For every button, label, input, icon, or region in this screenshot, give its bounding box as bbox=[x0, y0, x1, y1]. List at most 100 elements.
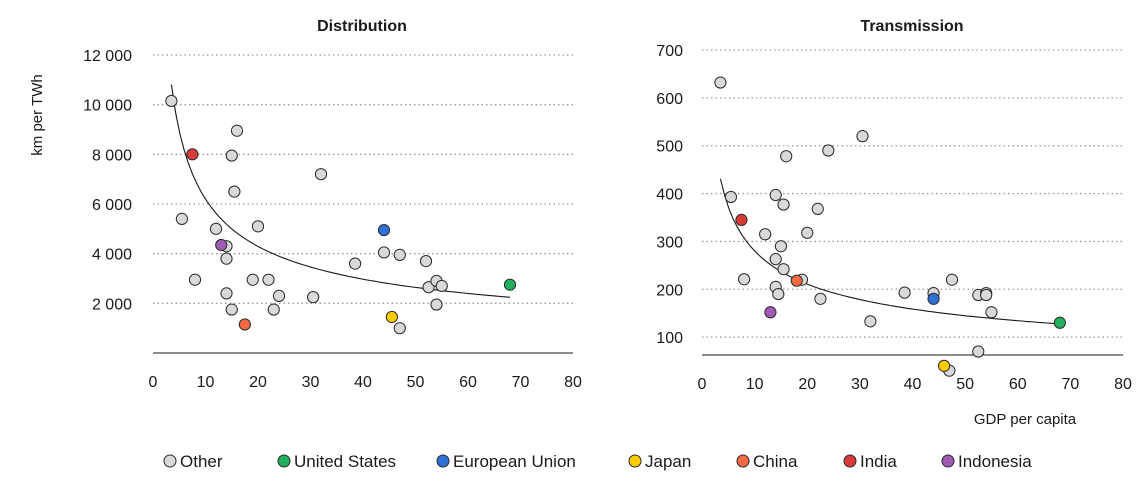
transmission-x-tick-label: 60 bbox=[1009, 376, 1027, 393]
transmission-point-other bbox=[769, 188, 782, 202]
legend-marker-japan bbox=[628, 454, 642, 468]
transmission-point-other bbox=[801, 226, 814, 239]
distribution-y-tick-label: 4 000 bbox=[92, 247, 132, 264]
transmission-x-axis-label: GDP per capita bbox=[974, 411, 1077, 428]
legend-label-india: India bbox=[860, 452, 897, 471]
transmission-point-japan bbox=[937, 359, 951, 372]
transmission-point-india bbox=[735, 213, 748, 226]
distribution-point-other bbox=[435, 279, 448, 293]
transmission-point-united-states bbox=[1053, 316, 1066, 329]
legend-label-united-states: United States bbox=[294, 452, 396, 471]
transmission-y-tick-label: 300 bbox=[656, 234, 683, 251]
transmission-title: Transmission bbox=[860, 18, 963, 35]
transmission-point-other bbox=[822, 144, 835, 157]
distribution-point-other bbox=[220, 287, 233, 300]
transmission-y-tick-label: 600 bbox=[656, 91, 683, 108]
legend-marker-china bbox=[736, 454, 750, 468]
transmission-x-tick-label: 70 bbox=[1061, 376, 1079, 393]
distribution-point-japan bbox=[385, 310, 398, 324]
distribution-x-tick-label: 50 bbox=[407, 374, 425, 391]
distribution-point-other bbox=[393, 322, 406, 335]
transmission-y-tick-label: 100 bbox=[656, 330, 683, 347]
distribution-point-other bbox=[246, 273, 259, 286]
transmission-point-other bbox=[738, 273, 751, 286]
legend-marker-indonesia bbox=[941, 454, 955, 468]
transmission-x-tick-label: 80 bbox=[1114, 376, 1132, 393]
distribution-title: Distribution bbox=[317, 18, 407, 35]
transmission-point-indonesia bbox=[764, 306, 777, 319]
transmission-x-tick-label: 10 bbox=[746, 376, 764, 393]
transmission-point-other bbox=[945, 273, 959, 286]
distribution-panel: Distribution km per TWh 2 000 4 000 6 000 8… bbox=[29, 18, 582, 391]
distribution-point-other bbox=[251, 220, 265, 233]
distribution-point-other bbox=[419, 255, 433, 268]
distribution-x-tick-label: 20 bbox=[249, 374, 267, 391]
transmission-point-other bbox=[769, 253, 782, 266]
distribution-y-axis-label: km per TWh bbox=[29, 74, 46, 155]
distribution-point-other bbox=[272, 289, 286, 302]
distribution-point-european-union bbox=[377, 223, 391, 237]
transmission-point-other bbox=[864, 315, 877, 328]
transmission-y-tick-label: 200 bbox=[656, 282, 683, 299]
legend-marker-other bbox=[163, 454, 177, 468]
transmission-point-other bbox=[772, 287, 785, 301]
distribution-x-tick-label: 0 bbox=[149, 374, 158, 391]
transmission-y-tick-label: 700 bbox=[656, 43, 683, 60]
legend: Other United States European Union Japan Chi… bbox=[163, 452, 1032, 471]
distribution-y-tick-label: 6 000 bbox=[92, 197, 132, 214]
distribution-point-other bbox=[175, 212, 188, 225]
transmission-point-other bbox=[811, 202, 824, 215]
distribution-point-other bbox=[228, 185, 241, 198]
transmission-point-other bbox=[972, 345, 985, 358]
distribution-point-other bbox=[307, 291, 320, 304]
transmission-x-tick-label: 40 bbox=[904, 376, 922, 393]
transmission-point-other bbox=[777, 198, 790, 211]
distribution-x-tick-label: 40 bbox=[354, 374, 372, 391]
distribution-x-tick-label: 30 bbox=[302, 374, 320, 391]
transmission-point-other bbox=[856, 130, 869, 143]
transmission-point-other bbox=[774, 240, 788, 253]
transmission-point-other bbox=[777, 263, 790, 276]
distribution-x-tick-label: 60 bbox=[459, 374, 477, 391]
transmission-y-tick-label: 400 bbox=[656, 187, 683, 204]
distribution-point-other bbox=[225, 303, 238, 316]
distribution-point-china bbox=[238, 318, 251, 331]
distribution-point-other bbox=[188, 273, 202, 286]
legend-label-european-union: European Union bbox=[453, 452, 576, 471]
transmission-x-tick-label: 50 bbox=[956, 376, 974, 393]
distribution-x-tick-label: 70 bbox=[512, 374, 530, 391]
transmission-point-other bbox=[759, 228, 772, 241]
distribution-point-other bbox=[349, 257, 362, 270]
transmission-trend-line bbox=[719, 178, 1060, 325]
legend-label-indonesia: Indonesia bbox=[958, 452, 1032, 471]
transmission-point-other bbox=[724, 190, 738, 204]
distribution-point-india bbox=[186, 148, 199, 161]
transmission-point-other bbox=[985, 306, 998, 319]
distribution-trend-line bbox=[170, 84, 511, 298]
legend-label-other: Other bbox=[180, 452, 223, 471]
distribution-point-indonesia bbox=[215, 238, 228, 252]
distribution-point-other bbox=[314, 168, 328, 181]
distribution-point-other bbox=[230, 124, 244, 137]
distribution-y-tick-label: 2 000 bbox=[92, 296, 132, 313]
distribution-point-other bbox=[209, 222, 223, 235]
legend-label-japan: Japan bbox=[645, 452, 691, 471]
distribution-point-other bbox=[267, 303, 280, 316]
transmission-y-tick-label: 500 bbox=[656, 139, 683, 156]
distribution-point-other bbox=[262, 273, 275, 286]
distribution-point-united-states bbox=[503, 278, 517, 291]
transmission-point-other bbox=[980, 288, 993, 302]
transmission-x-tick-label: 0 bbox=[698, 376, 707, 393]
distribution-point-other bbox=[377, 246, 391, 259]
distribution-point-other bbox=[393, 248, 406, 262]
distribution-y-tick-label: 12 000 bbox=[83, 48, 132, 65]
transmission-point-china bbox=[790, 274, 803, 287]
transmission-point-other bbox=[714, 76, 727, 89]
distribution-point-other bbox=[430, 298, 443, 311]
distribution-y-tick-label: 10 000 bbox=[83, 98, 132, 115]
distribution-x-tick-label: 10 bbox=[197, 374, 215, 391]
transmission-point-other bbox=[814, 292, 827, 305]
legend-label-china: China bbox=[753, 452, 798, 471]
distribution-point-other bbox=[225, 149, 238, 162]
